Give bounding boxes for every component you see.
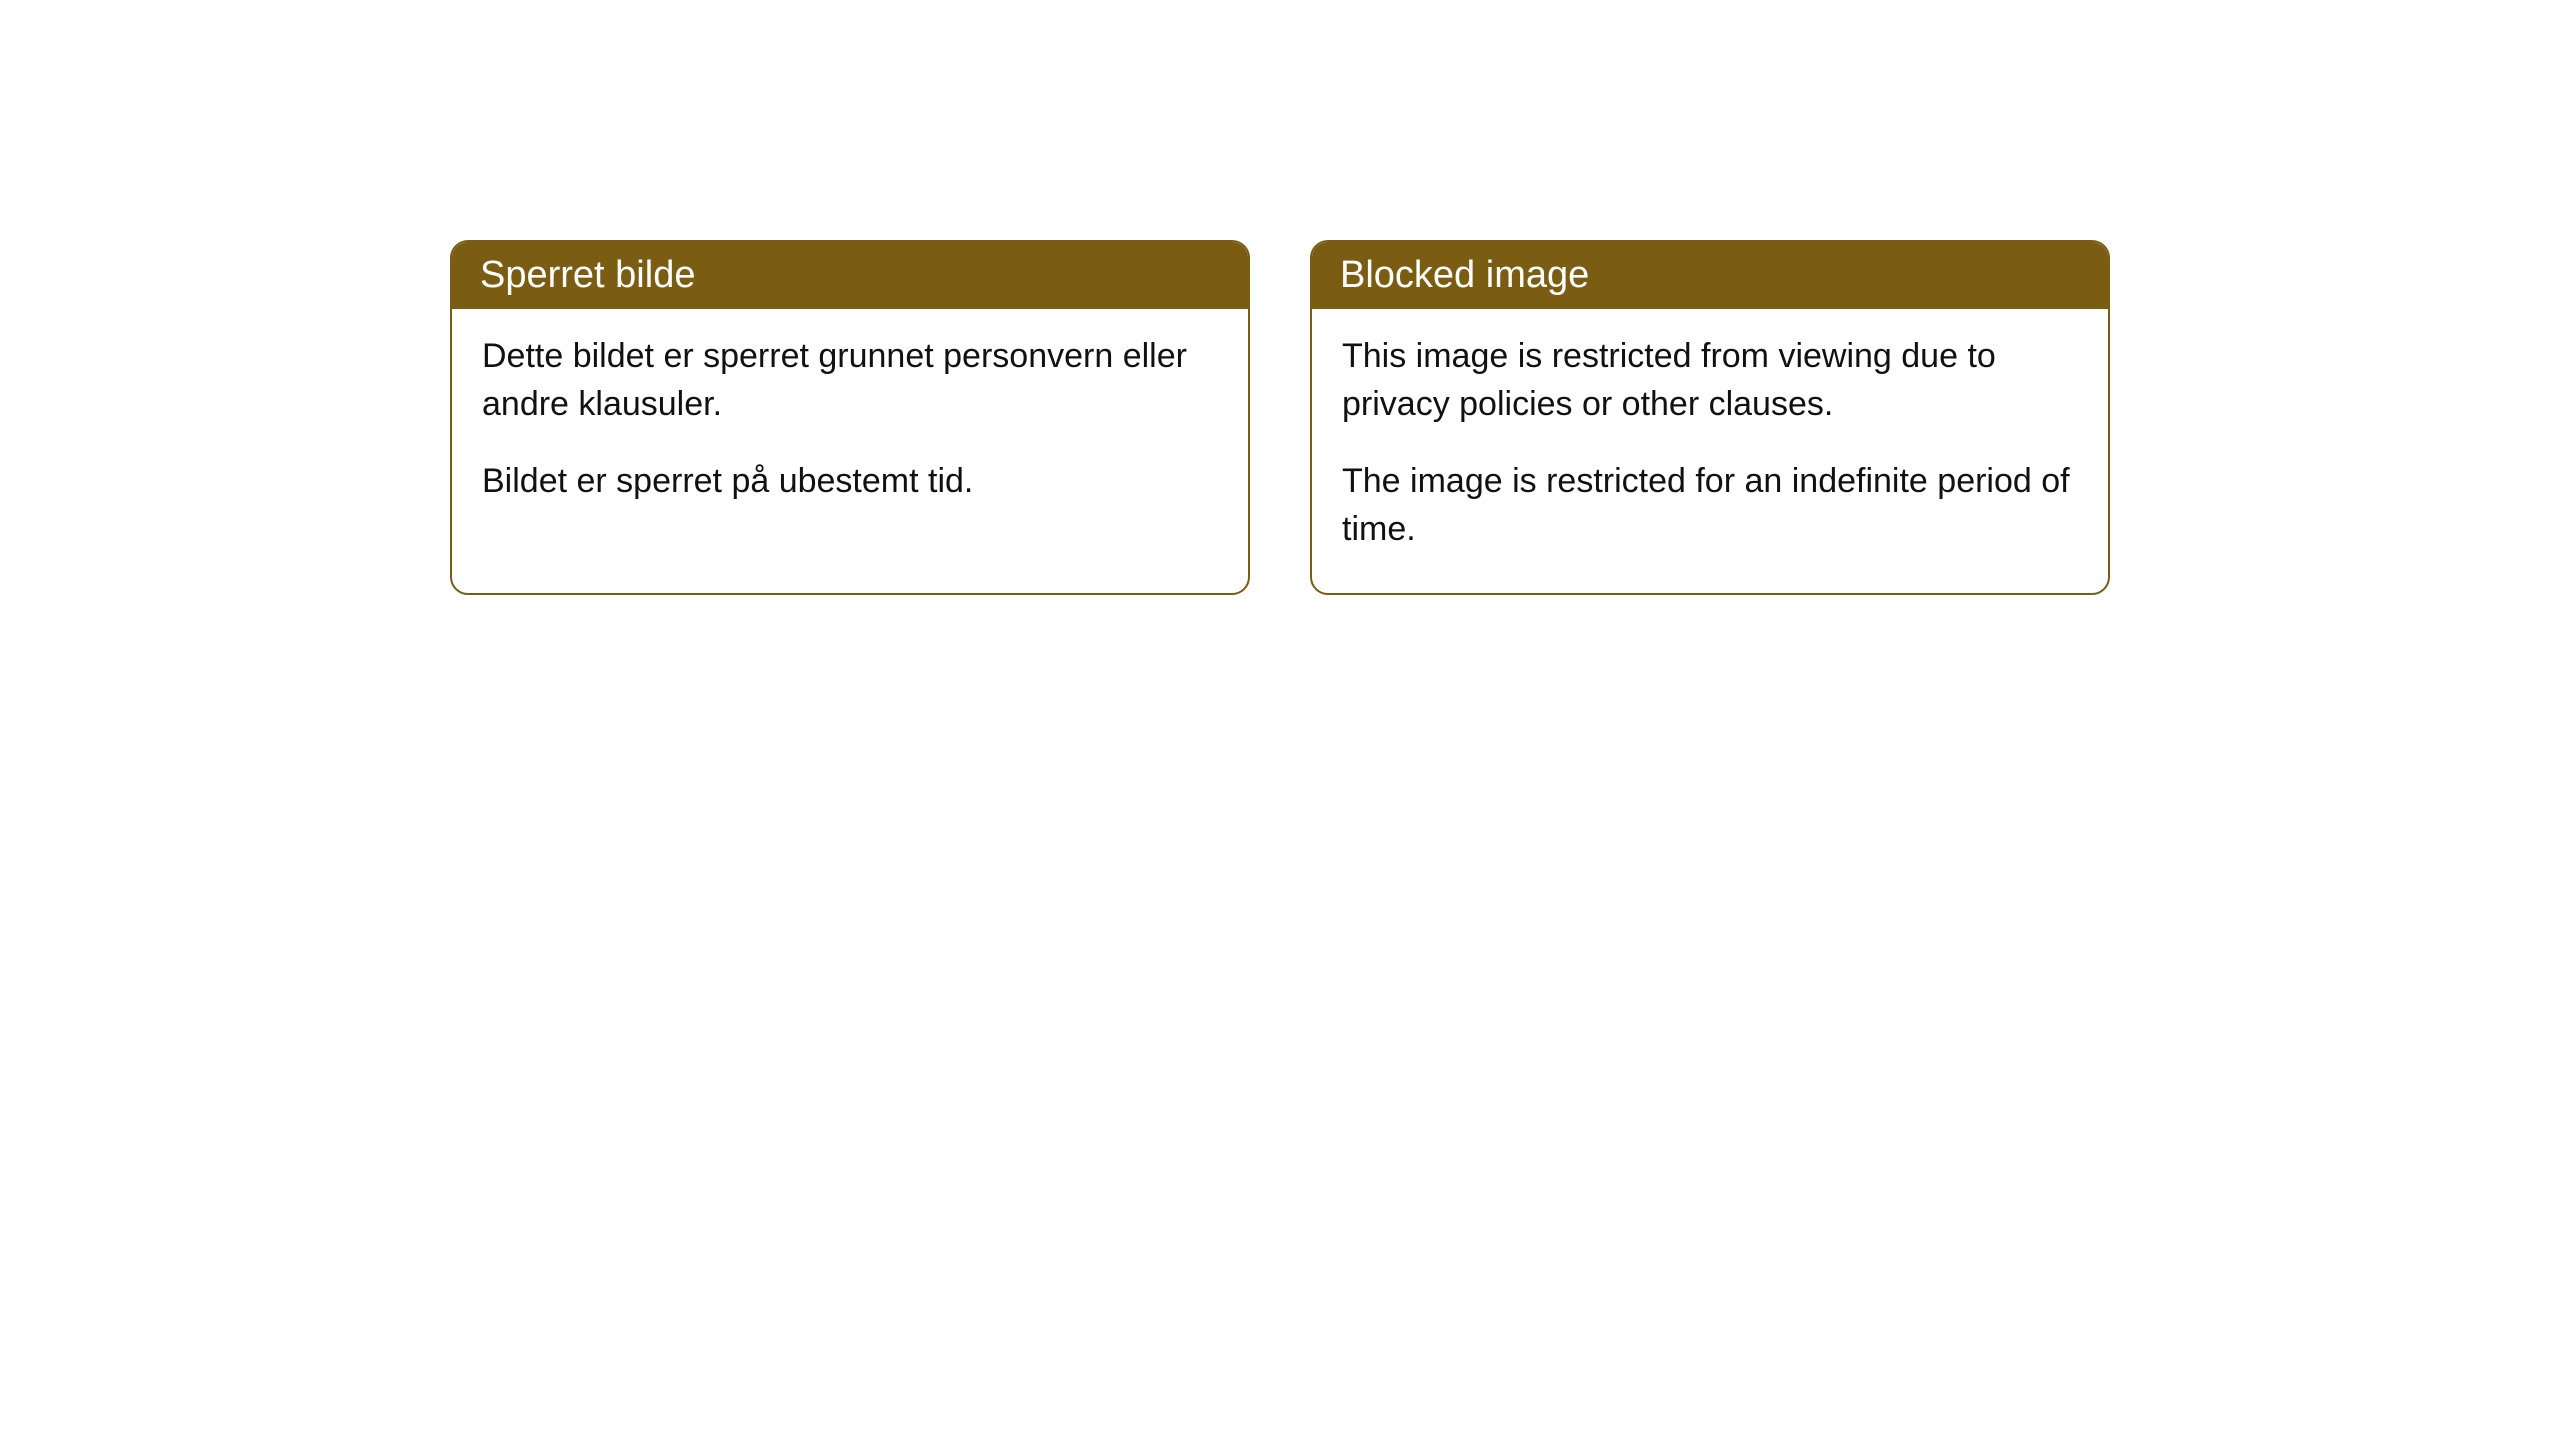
card-header-no: Sperret bilde (452, 242, 1248, 309)
card-body-en: This image is restricted from viewing du… (1312, 309, 2108, 593)
blocked-image-card-en: Blocked image This image is restricted f… (1310, 240, 2110, 595)
card-header-en: Blocked image (1312, 242, 2108, 309)
card-text-en-1: This image is restricted from viewing du… (1342, 333, 2078, 428)
card-body-no: Dette bildet er sperret grunnet personve… (452, 309, 1248, 546)
card-text-no-1: Dette bildet er sperret grunnet personve… (482, 333, 1218, 428)
card-text-en-2: The image is restricted for an indefinit… (1342, 458, 2078, 553)
notice-cards-container: Sperret bilde Dette bildet er sperret gr… (0, 0, 2560, 595)
blocked-image-card-no: Sperret bilde Dette bildet er sperret gr… (450, 240, 1250, 595)
card-text-no-2: Bildet er sperret på ubestemt tid. (482, 458, 1218, 506)
